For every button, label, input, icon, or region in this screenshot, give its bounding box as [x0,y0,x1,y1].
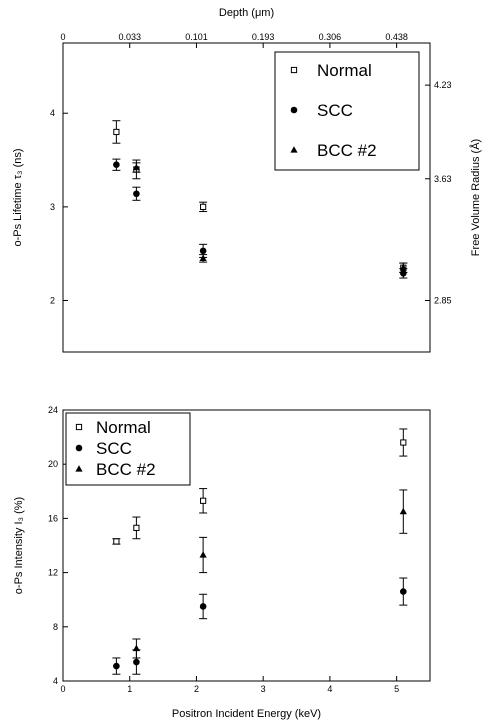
bottom-bcc-2-point-1 [200,551,207,557]
bottom-legend-normal-point-symbol [76,424,81,429]
normal-point-0 [114,129,119,134]
depth-tick-label: 0.101 [185,32,208,42]
top-legend-label-scc: SCC [317,101,353,120]
top-legend-label-normal: Normal [317,61,372,80]
bottom-bcc-2-point-0 [133,645,140,651]
bottom-legend-label-normal: Normal [96,418,151,437]
energy-tick-label: 1 [127,684,132,694]
radius-axis-title: Free Volume Radius (Å) [469,139,482,256]
top-legend-normal-point-symbol [291,67,296,72]
depth-tick-label: 0.193 [252,32,275,42]
bottom-legend-label-bcc-2: BCC #2 [96,460,156,479]
scc-point-2 [200,248,207,255]
intensity-tick-label: 8 [53,622,58,632]
energy-tick-label: 4 [327,684,332,694]
bottom-legend-scc-point-symbol [76,445,83,452]
top-legend-scc-point-symbol [291,107,298,114]
bottom-scc-point-3 [400,588,407,595]
bottom-scc-point-1 [133,659,140,666]
bottom-bcc-2-point-2 [400,508,407,514]
depth-tick-label: 0.033 [118,32,141,42]
top-legend-label-bcc-2: BCC #2 [317,141,377,160]
bottom-scc-point-2 [200,603,207,610]
bottom-normal-point-2 [201,498,206,503]
intensity-tick-label: 12 [48,568,58,578]
bottom-scc-point-0 [113,663,120,670]
radius-tick-label: 2.85 [434,296,452,306]
energy-tick-label: 0 [60,684,65,694]
lifetime-tick-label: 4 [50,108,55,118]
intensity-axis-title: o-Ps Intensity I₃ (%) [13,497,25,594]
energy-tick-label: 3 [261,684,266,694]
depth-axis-title: Depth (μm) [219,7,274,19]
depth-tick-label: 0.438 [385,32,408,42]
intensity-tick-label: 4 [53,676,58,686]
intensity-tick-label: 24 [48,405,58,415]
lifetime-tick-label: 3 [50,202,55,212]
intensity-tick-label: 20 [48,459,58,469]
bottom-normal-point-1 [134,525,139,530]
bottom-normal-point-3 [401,440,406,445]
energy-tick-label: 5 [394,684,399,694]
bottom-normal-point-0 [114,539,119,544]
energy-axis-title: Positron Incident Energy (keV) [172,708,321,720]
normal-point-2 [201,204,206,209]
intensity-tick-label: 16 [48,513,58,523]
depth-tick-label: 0 [60,32,65,42]
energy-tick-label: 2 [194,684,199,694]
radius-tick-label: 4.23 [434,80,452,90]
radius-tick-label: 3.63 [434,174,452,184]
lifetime-tick-label: 2 [50,296,55,306]
bottom-legend-label-scc: SCC [96,439,132,458]
depth-tick-label: 0.306 [319,32,342,42]
scc-point-1 [133,190,140,197]
lifetime-axis-title: o-Ps Lifetime τ₃ (ns) [12,148,24,246]
scc-point-0 [113,161,120,168]
